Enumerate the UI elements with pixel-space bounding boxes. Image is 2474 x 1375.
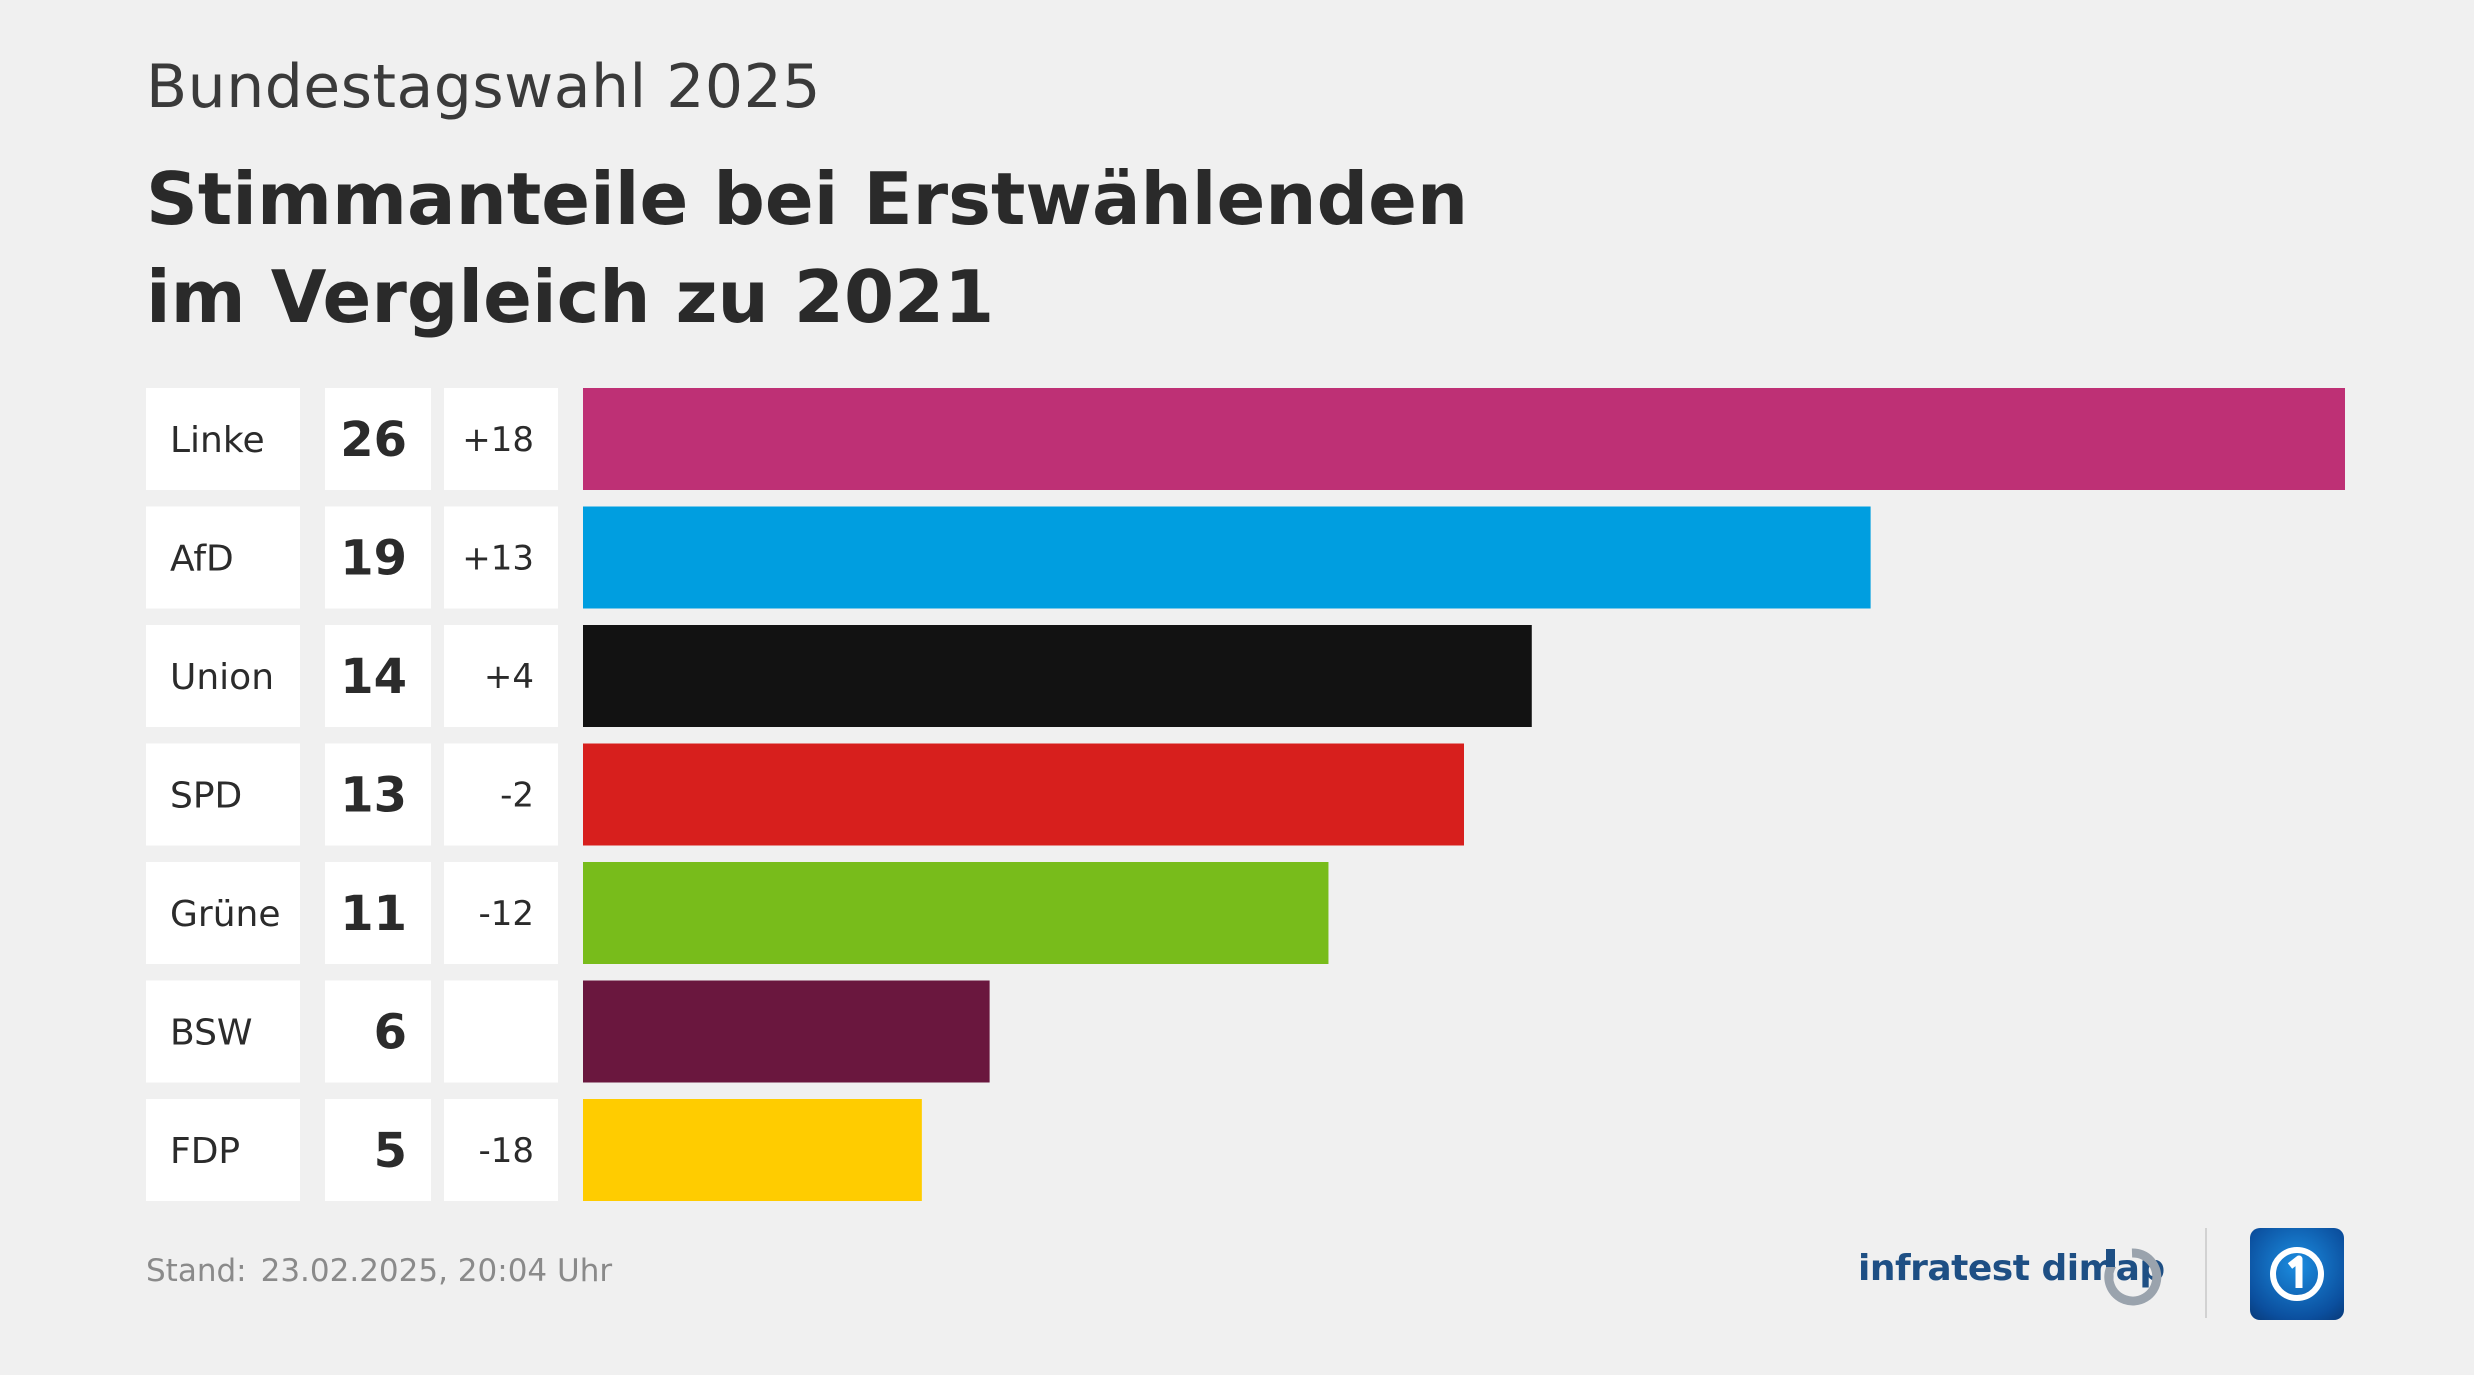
bar-row: Linke 26 +18 [146, 388, 2345, 490]
ard-logo-icon [2250, 1228, 2344, 1320]
party-label: SPD [170, 776, 242, 817]
footer-divider [2205, 1228, 2207, 1318]
value-label: 19 [340, 531, 407, 587]
change-label: -12 [478, 894, 534, 934]
value-label: 5 [374, 1123, 407, 1179]
change-label: -18 [478, 1131, 534, 1171]
bar-row: BSW 6 [146, 980, 990, 1083]
party-label-box [146, 862, 300, 964]
party-label: Linke [170, 420, 265, 461]
value-label: 26 [340, 412, 407, 468]
change-label: -2 [500, 776, 534, 816]
bar-row: Grüne 11 -12 [146, 862, 1329, 964]
bar [583, 506, 1871, 609]
chart-supertitle: Bundestagswahl 2025 [146, 52, 821, 122]
value-box [325, 862, 431, 964]
bar-row: AfD 19 +13 [146, 506, 1871, 609]
infratest-dimap-logo-icon [2104, 1248, 2162, 1306]
party-label: BSW [170, 1013, 253, 1054]
value-box [325, 625, 431, 727]
value-label: 11 [340, 886, 407, 942]
bar [583, 625, 1532, 727]
value-box [325, 1099, 431, 1201]
bar [583, 980, 990, 1083]
change-box [444, 625, 558, 727]
value-box [325, 388, 431, 490]
change-box [444, 862, 558, 964]
bar [583, 1099, 922, 1201]
bar [583, 862, 1329, 964]
change-box [444, 1099, 558, 1201]
change-box [444, 506, 558, 609]
change-box [444, 743, 558, 846]
change-box [444, 980, 558, 1083]
party-label: FDP [170, 1131, 240, 1172]
value-label: 6 [374, 1005, 407, 1061]
change-label: +13 [462, 539, 534, 579]
chart-title-line-2: im Vergleich zu 2021 [146, 255, 995, 339]
party-label-box [146, 388, 300, 490]
chart-title: Stimmanteile bei Erstwählenden im Vergle… [146, 150, 1468, 346]
value-label: 13 [340, 768, 407, 824]
party-label-box [146, 743, 300, 846]
bar-row: FDP 5 -18 [146, 1099, 922, 1201]
value-box [325, 743, 431, 846]
change-box [444, 388, 558, 490]
change-label: +4 [484, 657, 534, 697]
party-label-box [146, 625, 300, 727]
value-box [325, 506, 431, 609]
party-label: AfD [170, 539, 234, 580]
party-label: Union [170, 657, 274, 698]
party-label: Grüne [170, 894, 280, 935]
bar-row: Union 14 +4 [146, 625, 1532, 727]
bar [583, 388, 2345, 490]
party-label-box [146, 1099, 300, 1201]
value-box [325, 980, 431, 1083]
bar-chart: Linke 26 +18 AfD 19 +13 Union 14 +4 SPD 13 -2 Grüne 1… [146, 388, 2345, 1201]
stand-label: Stand: [146, 1253, 247, 1289]
chart-title-line-1: Stimmanteile bei Erstwählenden [146, 157, 1469, 241]
stand-value: 23.02.2025, 20:04 Uhr [260, 1253, 613, 1289]
change-label: +18 [462, 420, 534, 460]
party-label-box [146, 980, 300, 1083]
bar-row: SPD 13 -2 [146, 743, 1464, 846]
party-label-box [146, 506, 300, 609]
bar [583, 743, 1464, 846]
timestamp: Stand: 23.02.2025, 20:04 Uhr [146, 1253, 612, 1289]
value-label: 14 [340, 649, 407, 705]
